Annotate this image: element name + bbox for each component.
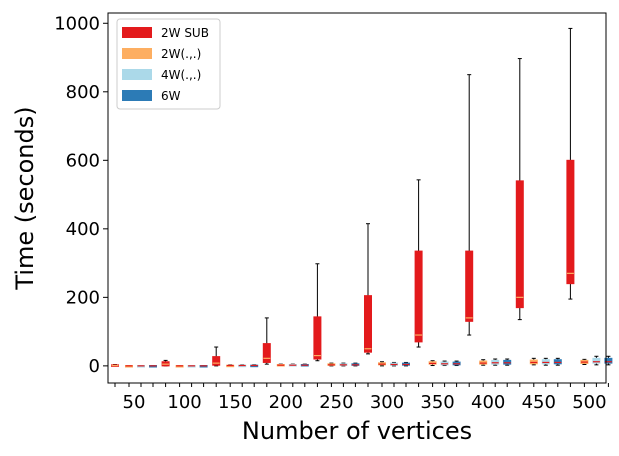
box-6w-400 — [503, 358, 512, 366]
box-6w-300 — [402, 361, 410, 367]
legend-label: 2W SUB — [161, 26, 209, 40]
y-tick-label: 1000 — [54, 13, 100, 34]
box — [465, 250, 474, 322]
box-2w--250 — [327, 362, 336, 367]
box-4w--500 — [592, 355, 601, 366]
legend-swatch — [122, 27, 152, 38]
box-2w--500 — [580, 358, 589, 365]
legend-label: 4W(.,.) — [161, 68, 201, 82]
y-tick-label: 0 — [89, 356, 100, 377]
box-2w-sub-450 — [515, 58, 524, 321]
x-tick-label: 250 — [319, 392, 353, 413]
legend-label: 2W(.,.) — [161, 47, 201, 61]
box-4w--450 — [541, 357, 550, 366]
box-4w--250 — [339, 362, 348, 367]
box-4w--200 — [288, 363, 297, 367]
box-2w--50 — [125, 365, 133, 368]
box-6w-450 — [553, 357, 562, 366]
box — [553, 359, 562, 365]
box-2w-sub-500 — [566, 27, 575, 300]
box-2w--400 — [479, 359, 488, 366]
legend: 2W SUB 2W(.,.) 4W(.,.) 6W — [116, 18, 221, 110]
box — [262, 343, 271, 363]
box — [541, 359, 550, 365]
y-tick-label: 200 — [66, 287, 100, 308]
box-6w-150 — [250, 364, 259, 368]
y-tick-label: 600 — [66, 150, 100, 171]
box-6w-250 — [351, 362, 360, 367]
box-2w-sub-150 — [212, 346, 221, 367]
box — [566, 159, 575, 285]
x-tick-label: 50 — [123, 392, 146, 413]
box-4w--300 — [390, 361, 398, 367]
x-tick-label: 500 — [572, 392, 606, 413]
box — [592, 357, 601, 364]
x-axis-label: Number of vertices — [242, 417, 472, 445]
box-2w--150 — [226, 364, 235, 368]
box-4w--150 — [238, 364, 247, 368]
x-tick-label: 400 — [471, 392, 505, 413]
box-6w-50 — [149, 365, 157, 368]
x-tick-label: 350 — [420, 392, 454, 413]
x-tick-label: 100 — [167, 392, 201, 413]
box-2w--350 — [428, 360, 437, 367]
box-6w-350 — [452, 360, 461, 367]
box-4w--350 — [440, 360, 449, 367]
legend-label: 6W — [161, 89, 181, 103]
box — [313, 316, 322, 360]
box-2w-sub-100 — [161, 359, 170, 367]
box-4w--100 — [187, 365, 196, 368]
legend-swatch — [122, 48, 152, 59]
box-2w-sub-300 — [364, 223, 372, 355]
y-tick-label: 400 — [66, 219, 100, 240]
box — [364, 295, 372, 353]
plot-frame — [107, 12, 607, 384]
legend-box — [116, 18, 221, 110]
box-2w--100 — [175, 365, 184, 368]
box-2w--200 — [276, 363, 285, 367]
box-2w-sub-250 — [313, 263, 322, 362]
box — [212, 356, 221, 366]
box-4w--50 — [137, 365, 145, 368]
x-tick-label: 200 — [269, 392, 303, 413]
box — [604, 357, 613, 364]
box — [515, 180, 524, 309]
box — [414, 250, 423, 343]
y-tick-label: 800 — [66, 82, 100, 103]
box-2w-sub-200 — [262, 317, 271, 365]
box-6w-200 — [300, 363, 309, 367]
box-2w-sub-50 — [111, 364, 119, 367]
x-tick-label: 150 — [218, 392, 252, 413]
box-2w--300 — [378, 361, 386, 367]
box-2w-sub-400 — [465, 74, 474, 336]
box-6w-100 — [199, 365, 208, 368]
box-2w--450 — [529, 357, 538, 366]
x-tick-label: 450 — [522, 392, 556, 413]
x-tick-label: 300 — [370, 392, 404, 413]
legend-swatch — [122, 69, 152, 80]
legend-swatch — [122, 90, 152, 101]
box-6w-500 — [604, 355, 613, 366]
y-axis-label: Time (seconds) — [11, 106, 39, 290]
box-2w-sub-350 — [414, 179, 423, 348]
box-4w--400 — [491, 358, 500, 366]
